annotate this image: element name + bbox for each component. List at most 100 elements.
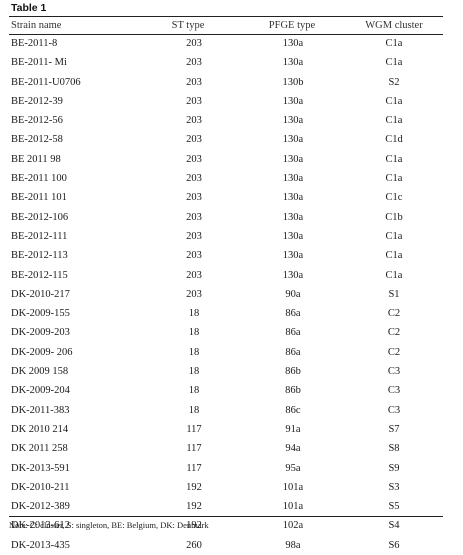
table-cell-strain-name: DK-2013-612 (11, 520, 70, 532)
table-cell-st-type: 18 (188, 385, 200, 397)
table-header-rule (9, 34, 443, 35)
table-cell-pfge-type: 86a (285, 327, 301, 339)
table-cell-st-type: 203 (186, 95, 202, 107)
table-cell-pfge-type: 130a (282, 115, 304, 127)
table-cell-strain-name: DK-2010-217 (11, 288, 70, 300)
table-cell-wgm-cluster: S7 (388, 423, 400, 435)
table-cell-st-type: 203 (186, 76, 202, 88)
table-cell-pfge-type: 130a (282, 57, 304, 69)
table-cell-strain-name: BE-2012-115 (11, 269, 68, 281)
table-cell-strain-name: BE-2012-106 (11, 211, 69, 223)
table-cell-strain-name: BE-2012-58 (11, 134, 63, 146)
table-title: Table 1 (11, 2, 47, 14)
table-cell-wgm-cluster: C1d (385, 134, 403, 146)
table-cell-strain-name: BE-2011- Mi (11, 57, 67, 69)
table-cell-st-type: 192 (186, 520, 202, 532)
table-cell-st-type: 203 (186, 57, 202, 69)
table-cell-strain-name: BE-2011 101 (11, 192, 67, 204)
table-cell-pfge-type: 101a (282, 501, 304, 513)
table-bottom-rule (9, 516, 443, 517)
table-cell-pfge-type: 98a (285, 539, 301, 551)
table-cell-pfge-type: 86a (285, 308, 301, 320)
table-cell-wgm-cluster: C1a (385, 57, 403, 69)
table-cell-wgm-cluster: S2 (388, 76, 400, 88)
table-cell-strain-name: DK 2009 158 (11, 366, 69, 378)
table-cell-pfge-type: 102a (282, 520, 304, 532)
table-cell-wgm-cluster: C1a (385, 269, 403, 281)
table-cell-strain-name: DK-2011-383 (11, 404, 70, 416)
table-cell-st-type: 18 (188, 404, 200, 416)
table-cell-pfge-type: 130a (282, 230, 304, 242)
table-cell-pfge-type: 95a (285, 462, 301, 474)
table-cell-strain-name: DK-2012-389 (11, 501, 70, 513)
table-cell-pfge-type: 130a (282, 134, 304, 146)
table-cell-st-type: 260 (186, 539, 202, 551)
table-cell-wgm-cluster: C3 (387, 404, 401, 416)
table-cell-st-type: 18 (188, 366, 200, 378)
column-header-st-type: ST type (171, 20, 205, 31)
table-cell-wgm-cluster: S1 (388, 288, 400, 300)
table-cell-st-type: 203 (186, 230, 202, 242)
table-note: Note: C: cluster, S: singleton, BE: Belg… (9, 520, 209, 530)
table-cell-st-type: 18 (188, 346, 200, 358)
table-cell-wgm-cluster: C2 (387, 327, 401, 339)
table-cell-pfge-type: 130a (282, 173, 304, 185)
table-cell-wgm-cluster: C1a (385, 38, 403, 49)
table-cell-strain-name: BE-2011 100 (11, 173, 67, 185)
table-cell-st-type: 203 (186, 173, 202, 185)
table-cell-strain-name: DK-2009- 206 (11, 346, 73, 358)
table-cell-st-type: 192 (186, 481, 202, 493)
table-cell-wgm-cluster: S3 (388, 481, 400, 493)
table-cell-pfge-type: 101a (282, 481, 304, 493)
column-header-wgm-cluster: WGM cluster (365, 20, 423, 31)
table-cell-st-type: 203 (186, 153, 202, 165)
table-cell-strain-name: DK-2013-435 (11, 539, 70, 551)
table-cell-wgm-cluster: C1a (385, 173, 403, 185)
table-cell-st-type: 192 (186, 501, 202, 513)
table-cell-wgm-cluster: S4 (388, 520, 400, 532)
table-cell-wgm-cluster: C1a (385, 250, 403, 262)
table-cell-strain-name: DK-2009-155 (11, 308, 70, 320)
table-cell-strain-name: DK 2010 214 (11, 423, 69, 435)
table-cell-wgm-cluster: C2 (387, 346, 401, 358)
table-cell-wgm-cluster: C2 (387, 308, 401, 320)
table-cell-st-type: 203 (186, 134, 202, 146)
table-cell-pfge-type: 91a (285, 423, 301, 435)
table-cell-wgm-cluster: C1a (385, 230, 403, 242)
table-cell-wgm-cluster: C3 (387, 385, 401, 397)
table-cell-strain-name: DK-2009-203 (11, 327, 70, 339)
table-cell-pfge-type: 94a (285, 443, 301, 455)
table-cell-strain-name: DK-2010-211 (11, 481, 70, 493)
table-cell-pfge-type: 130a (282, 95, 304, 107)
table-cell-wgm-cluster: C1a (385, 153, 403, 165)
table-cell-st-type: 18 (188, 327, 200, 339)
table-cell-pfge-type: 86a (285, 346, 301, 358)
table-cell-wgm-cluster: C1c (385, 192, 403, 204)
table-cell-pfge-type: 130a (282, 211, 304, 223)
table-cell-st-type: 203 (186, 192, 202, 204)
table-cell-st-type: 203 (186, 269, 202, 281)
table-cell-pfge-type: 86b (285, 366, 301, 378)
table-cell-wgm-cluster: C3 (387, 366, 401, 378)
table-cell-strain-name: BE-2012-56 (11, 115, 63, 127)
table-cell-wgm-cluster: S6 (388, 539, 400, 551)
table-cell-wgm-cluster: S5 (388, 501, 400, 513)
table-cell-pfge-type: 86c (285, 404, 301, 416)
table-cell-strain-name: BE-2012-111 (11, 230, 68, 242)
table-cell-wgm-cluster: S9 (388, 462, 400, 474)
table-cell-pfge-type: 90a (285, 288, 301, 300)
table-cell-pfge-type: 130a (282, 269, 304, 281)
table-cell-pfge-type: 86b (285, 385, 301, 397)
table-cell-strain-name: BE-2011-U0706 (11, 76, 81, 88)
table-cell-strain-name: DK 2011 258 (11, 443, 68, 455)
table-cell-st-type: 117 (186, 423, 202, 435)
table-cell-pfge-type: 130a (282, 153, 304, 165)
table-cell-wgm-cluster: C1a (385, 95, 403, 107)
table-cell-pfge-type: 130a (282, 192, 304, 204)
table-cell-st-type: 203 (186, 115, 202, 127)
table-cell-pfge-type: 130a (282, 38, 304, 49)
table-cell-st-type: 203 (186, 288, 202, 300)
table-cell-pfge-type: 130a (282, 250, 304, 262)
table-top-rule (9, 16, 443, 17)
